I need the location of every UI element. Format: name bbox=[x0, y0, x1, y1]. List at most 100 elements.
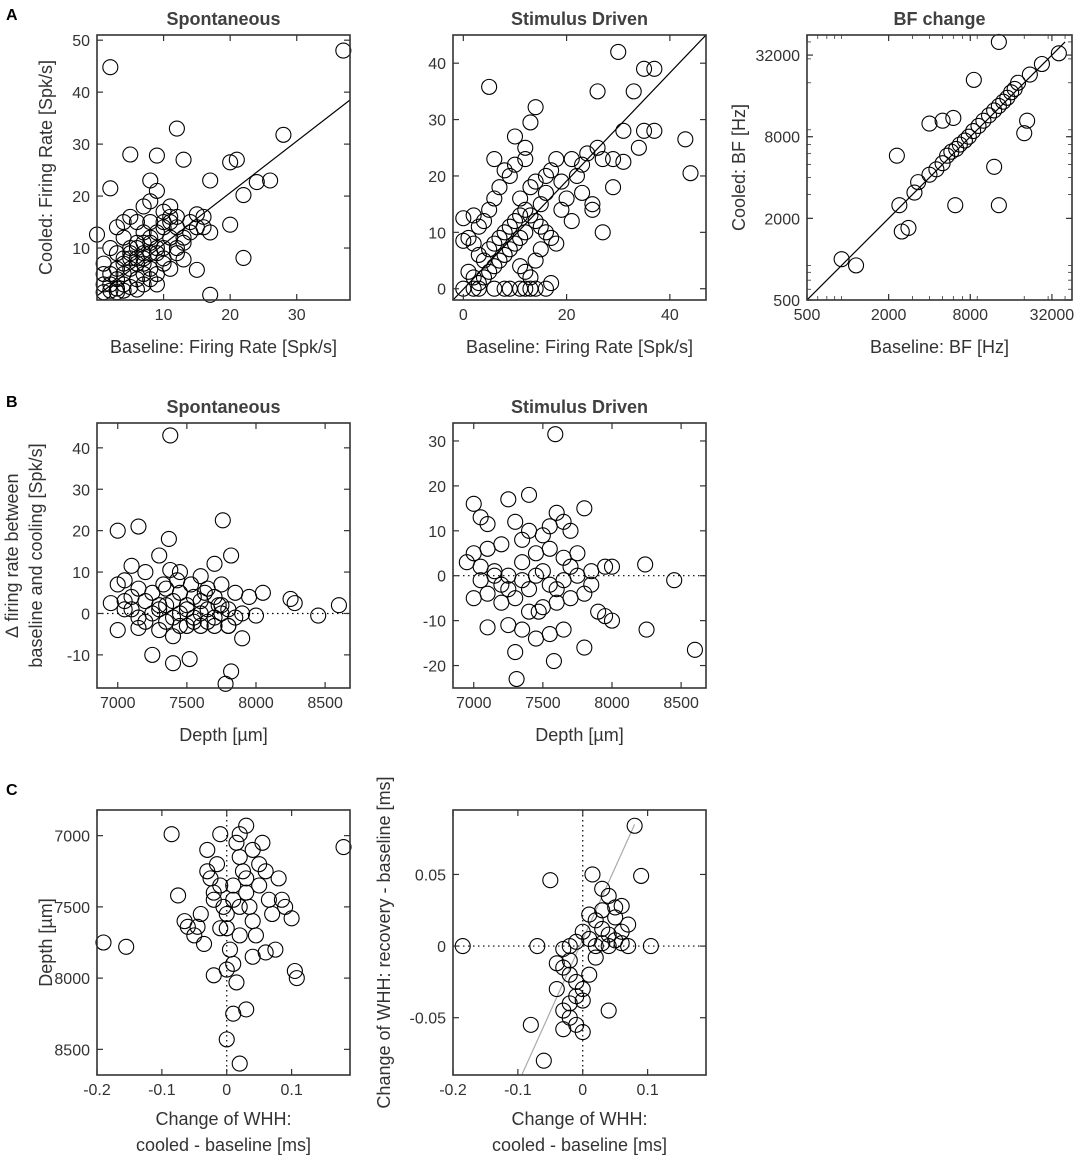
data-point bbox=[244, 948, 261, 965]
data-point bbox=[102, 595, 119, 612]
data-point bbox=[135, 224, 152, 241]
plot-frame bbox=[96, 422, 351, 689]
data-point bbox=[553, 173, 570, 190]
data-point bbox=[637, 556, 654, 573]
data-point bbox=[496, 162, 513, 179]
data-point bbox=[142, 214, 159, 231]
data-point bbox=[472, 509, 489, 526]
data-point bbox=[267, 941, 284, 958]
data-point bbox=[906, 184, 923, 201]
data-point bbox=[135, 276, 152, 293]
data-point bbox=[607, 909, 624, 926]
data-point bbox=[168, 208, 185, 225]
data-point bbox=[1003, 84, 1020, 101]
data-points bbox=[454, 817, 659, 1069]
plot-frame bbox=[806, 34, 1073, 301]
data-point bbox=[234, 863, 252, 880]
data-point bbox=[235, 249, 252, 266]
data-point bbox=[282, 590, 299, 608]
data-point bbox=[264, 905, 281, 923]
data-point bbox=[522, 1016, 539, 1033]
data-point bbox=[517, 263, 534, 280]
data-point bbox=[170, 887, 187, 904]
data-point bbox=[479, 516, 496, 533]
x-tick-label: 7000 bbox=[456, 695, 492, 712]
data-point bbox=[231, 927, 248, 944]
data-point bbox=[465, 280, 482, 297]
y-axis-label: Depth [µm] bbox=[36, 898, 56, 986]
data-point bbox=[228, 974, 245, 991]
data-point bbox=[615, 122, 632, 139]
data-point bbox=[594, 150, 611, 168]
y-tick-label: 20 bbox=[428, 479, 446, 496]
x-tick-label: 30 bbox=[288, 307, 306, 324]
data-point bbox=[199, 613, 216, 630]
data-point bbox=[517, 280, 534, 297]
data-point bbox=[228, 151, 245, 168]
x-tick-label: 10 bbox=[155, 307, 173, 324]
data-point bbox=[520, 581, 538, 598]
data-point bbox=[155, 255, 172, 272]
data-point bbox=[522, 179, 539, 196]
data-point bbox=[196, 584, 213, 601]
y-tick-label: 10 bbox=[72, 241, 90, 258]
data-point bbox=[1016, 125, 1033, 142]
data-point bbox=[507, 644, 524, 661]
data-point bbox=[833, 251, 850, 268]
y-tick-label: 40 bbox=[72, 441, 90, 458]
data-point bbox=[212, 920, 229, 937]
data-point bbox=[189, 918, 206, 935]
data-point bbox=[144, 646, 161, 663]
data-point bbox=[543, 275, 560, 292]
data-point bbox=[479, 619, 496, 636]
data-point bbox=[142, 271, 159, 288]
data-point bbox=[558, 190, 575, 207]
data-point bbox=[179, 918, 196, 935]
data-point bbox=[956, 132, 973, 149]
data-point bbox=[620, 916, 637, 933]
y-axis-label: baseline and cooling [Spk/s] bbox=[26, 443, 46, 667]
y-axis-label: Change of WHH: recovery - baseline [ms] bbox=[374, 776, 394, 1108]
data-point bbox=[1019, 112, 1036, 129]
data-point bbox=[213, 576, 230, 593]
data-point bbox=[181, 650, 198, 668]
x-axis-label: Baseline: Firing Rate [Spk/s] bbox=[466, 337, 693, 357]
data-point bbox=[288, 970, 305, 987]
x-axis-label: Change of WHH: bbox=[511, 1109, 647, 1129]
y-tick-label: 10 bbox=[428, 225, 446, 242]
data-point bbox=[543, 162, 560, 179]
data-point bbox=[633, 867, 650, 884]
data-point bbox=[455, 210, 472, 227]
data-point bbox=[965, 123, 982, 140]
data-point bbox=[206, 555, 223, 572]
data-point bbox=[534, 527, 551, 544]
data-point bbox=[970, 117, 987, 135]
data-point bbox=[206, 588, 223, 605]
data-point bbox=[1050, 45, 1067, 62]
data-point bbox=[934, 155, 951, 172]
data-point bbox=[548, 594, 565, 611]
data-point bbox=[501, 241, 518, 258]
data-point bbox=[109, 576, 126, 593]
data-point bbox=[162, 198, 179, 215]
chart-title: Spontaneous bbox=[166, 9, 280, 29]
data-point bbox=[164, 655, 182, 672]
data-point bbox=[527, 280, 544, 297]
data-point bbox=[218, 920, 235, 937]
data-point bbox=[553, 201, 570, 218]
data-point bbox=[248, 173, 265, 191]
data-point bbox=[576, 500, 593, 517]
data-point bbox=[205, 967, 222, 984]
stimulus-driven-depth-scatter: 7000 7500 8000 8500 -20 -10 0 10 20 30 Stimulus Dr… bbox=[423, 397, 707, 745]
plot-frame bbox=[452, 34, 707, 301]
x-tick-label: 500 bbox=[794, 307, 821, 324]
data-point bbox=[460, 229, 477, 247]
y-tick-label: 10 bbox=[72, 565, 90, 582]
data-point bbox=[238, 817, 255, 834]
y-tick-label: 20 bbox=[428, 169, 446, 186]
data-point bbox=[638, 621, 655, 638]
data-point bbox=[610, 43, 627, 60]
fit-line bbox=[453, 35, 706, 300]
data-point bbox=[548, 581, 565, 598]
data-point bbox=[251, 877, 268, 894]
